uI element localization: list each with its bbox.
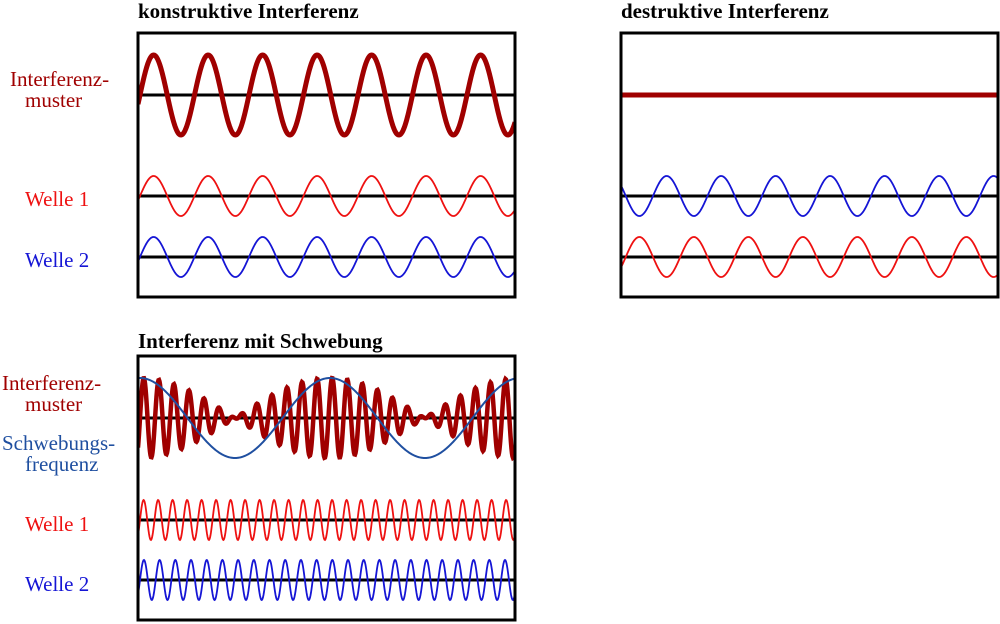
label: Interferenz- [2, 371, 101, 395]
label: Interferenz- [10, 67, 109, 91]
panel-title: Interferenz mit Schwebung [138, 329, 383, 353]
label: Welle 2 [25, 248, 89, 272]
wave [621, 175, 998, 217]
label: Welle 1 [25, 512, 89, 536]
wave [138, 175, 515, 217]
wave [138, 376, 515, 460]
waves [136, 31, 1000, 622]
panel-frame [619, 31, 1000, 299]
label: Welle 1 [25, 187, 89, 211]
wave [621, 236, 998, 278]
wave [138, 375, 515, 462]
label: Welle 2 [25, 572, 89, 596]
label: muster [25, 88, 82, 112]
label: muster [25, 392, 82, 416]
panel-frame [136, 31, 517, 299]
panel-frame [136, 354, 517, 622]
wave [138, 52, 515, 138]
wave [138, 236, 515, 278]
label: Schwebungs- [2, 431, 115, 455]
panel-title: konstruktive Interferenz [138, 0, 359, 23]
panel-title: destruktive Interferenz [621, 0, 829, 23]
wave [138, 498, 515, 542]
wave [138, 558, 515, 602]
label: frequenz [25, 452, 98, 476]
